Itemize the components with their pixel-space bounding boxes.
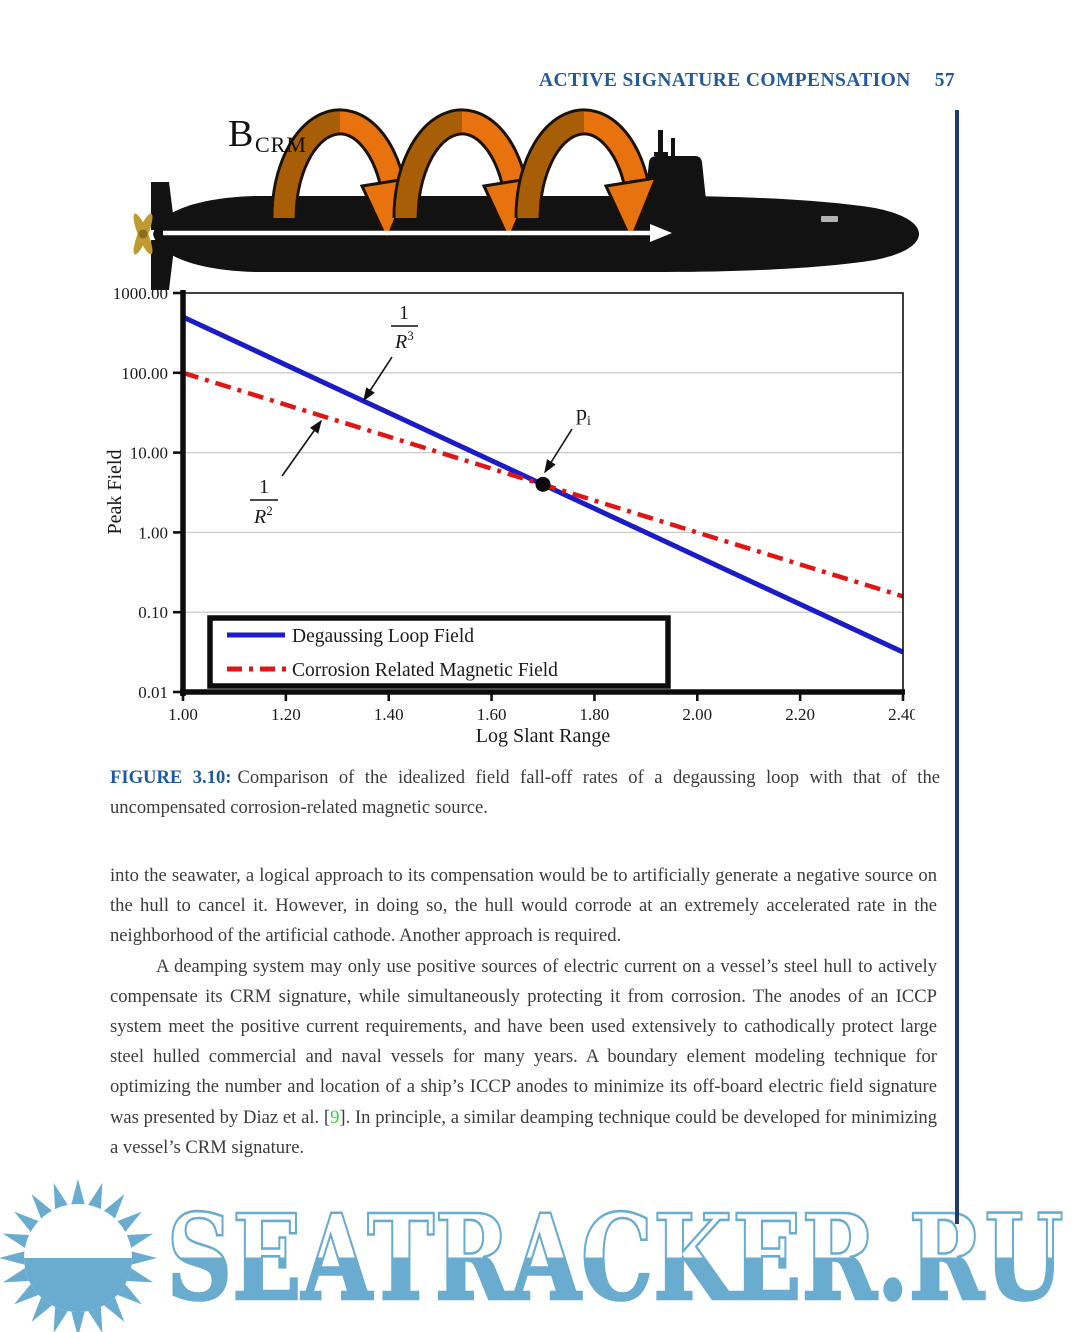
x-tick-label: 1.40 xyxy=(374,705,404,724)
stern-fin-lower xyxy=(151,240,175,290)
intersection-label: pi xyxy=(576,400,591,429)
mast xyxy=(658,130,663,158)
submarine-illustration xyxy=(133,108,919,290)
paragraph: into the seawater, a logical approach to… xyxy=(110,865,937,947)
y-axis-label: Peak Field xyxy=(105,450,126,535)
mast xyxy=(671,138,675,158)
sun-logo xyxy=(0,1179,157,1332)
field-arch-shade xyxy=(273,111,341,219)
legend-label-degaussing: Degaussing Loop Field xyxy=(292,626,474,647)
x-tick-label: 1.80 xyxy=(580,705,610,724)
annotation-inverse-r3: 1 R3 xyxy=(363,302,418,402)
sun-sea-half xyxy=(24,1258,132,1312)
paragraph-text: ]. In principle, a similar deamping tech… xyxy=(110,1106,937,1158)
fraction-numerator: 1 xyxy=(399,302,409,324)
intersection-point xyxy=(535,476,551,492)
y-tick-label: 0.10 xyxy=(138,603,168,622)
legend-box xyxy=(207,615,671,689)
fraction-numerator: 1 xyxy=(259,476,269,498)
flow-arrow-head xyxy=(650,224,672,242)
propeller-hub xyxy=(138,229,148,239)
fraction-denominator: R2 xyxy=(253,503,273,528)
field-arch-arrowhead xyxy=(603,176,659,244)
figure-caption: FIGURE 3.10: Comparison of the idealized … xyxy=(110,763,940,823)
body-text: into the seawater, a logical approach to… xyxy=(110,861,937,1163)
y-tick-label: 1000.00 xyxy=(113,286,168,303)
annotation-arrow xyxy=(363,356,393,402)
fraction-denominator: R3 xyxy=(394,328,414,353)
annotation-intersection: pi xyxy=(544,400,591,474)
page-header: ACTIVE SIGNATURE COMPENSATION 57 xyxy=(539,70,955,92)
page-number: 57 xyxy=(934,70,955,91)
x-tick-label: 2.00 xyxy=(682,705,712,724)
chart-frame xyxy=(180,290,905,696)
annotation-inverse-r2: 1 R2 xyxy=(250,419,322,528)
field-label: B xyxy=(228,113,253,155)
running-title: ACTIVE SIGNATURE COMPENSATION xyxy=(539,70,911,91)
x-tick-label: 2.20 xyxy=(785,705,815,724)
field-arch-shade xyxy=(395,111,463,219)
chart-annotations: 1 R3 1 R2 pi xyxy=(250,302,591,528)
hull-marking xyxy=(821,216,838,222)
paragraph: A deamping system may only use positive … xyxy=(110,952,937,1163)
right-margin-rule xyxy=(955,110,959,1224)
stern-fin-upper xyxy=(151,182,175,230)
field-label-subscript: CRM xyxy=(255,132,307,157)
y-tick-label: 10.00 xyxy=(130,444,168,463)
chart-legend: Degaussing Loop Field Corrosion Related … xyxy=(207,615,671,689)
submarine-figure: B CRM xyxy=(133,108,919,290)
x-tick-label: 1.20 xyxy=(271,705,301,724)
x-axis-label: Log Slant Range xyxy=(476,725,611,747)
x-tick-label: 1.60 xyxy=(477,705,507,724)
x-tick-label: 1.00 xyxy=(168,705,198,724)
annotation-arrow xyxy=(544,428,573,474)
y-tick-label: 0.01 xyxy=(138,683,168,702)
y-tick-label: 1.00 xyxy=(138,523,168,542)
watermark-text: SEATRACKER.RU xyxy=(167,1188,1064,1327)
mast xyxy=(654,152,668,156)
reference-citation: 9 xyxy=(330,1106,340,1128)
x-tick-label: 2.40 xyxy=(888,705,915,724)
field-arch-shade xyxy=(517,111,585,219)
legend-label-corrosion: Corrosion Related Magnetic Field xyxy=(292,660,558,681)
y-tick-label: 100.00 xyxy=(121,364,168,383)
annotation-arrow xyxy=(281,419,322,477)
sail xyxy=(645,156,706,200)
chart-series xyxy=(181,314,905,655)
sun-disc xyxy=(38,1218,118,1258)
paragraph-text: A deamping system may only use positive … xyxy=(110,955,937,1128)
figure-caption-text: Comparison of the idealized field fall-o… xyxy=(110,767,940,818)
watermark: SEATRACKER.RU xyxy=(0,1179,1065,1332)
figure-caption-label: FIGURE 3.10: xyxy=(110,767,232,788)
